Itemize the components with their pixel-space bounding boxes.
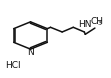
Text: CH: CH xyxy=(90,17,103,26)
Text: HN: HN xyxy=(78,20,92,29)
Text: 3: 3 xyxy=(97,21,101,26)
Text: N: N xyxy=(27,48,34,57)
Text: HCl: HCl xyxy=(5,61,21,70)
